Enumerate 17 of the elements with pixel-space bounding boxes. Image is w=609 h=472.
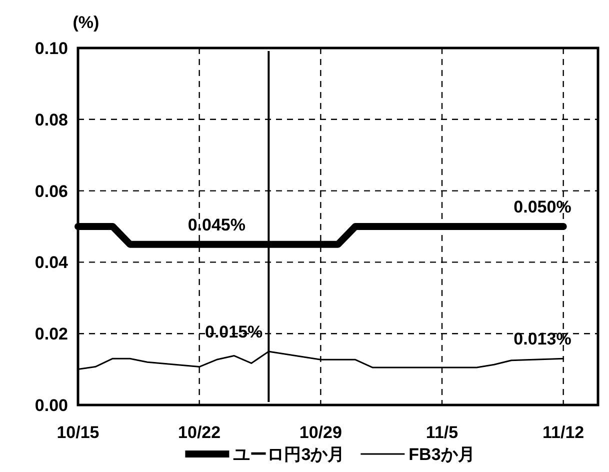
y-tick-label: 0.02: [34, 324, 68, 344]
legend-label: ユーロ円3か月: [233, 445, 345, 464]
x-tick-label: 11/5: [426, 423, 458, 442]
x-tick-label: 10/29: [299, 423, 342, 442]
annotation: 0.015%: [204, 322, 263, 342]
x-tick-label: 11/12: [542, 423, 584, 442]
y-tick-label: 0.00: [34, 396, 68, 415]
legend-label: FB3か月: [408, 445, 475, 464]
y-tick-label: 0.04: [34, 253, 69, 272]
annotation: 0.050%: [514, 198, 572, 216]
y-tick-label: 0.08: [34, 110, 68, 130]
y-axis-title: (%): [72, 13, 100, 32]
y-tick-label: 0.06: [34, 182, 68, 201]
x-tick-label: 10/22: [178, 423, 221, 442]
annotation: 0.045%: [188, 215, 246, 234]
x-tick-label: 10/15: [56, 423, 100, 442]
y-tick-label: 0.10: [34, 39, 68, 58]
